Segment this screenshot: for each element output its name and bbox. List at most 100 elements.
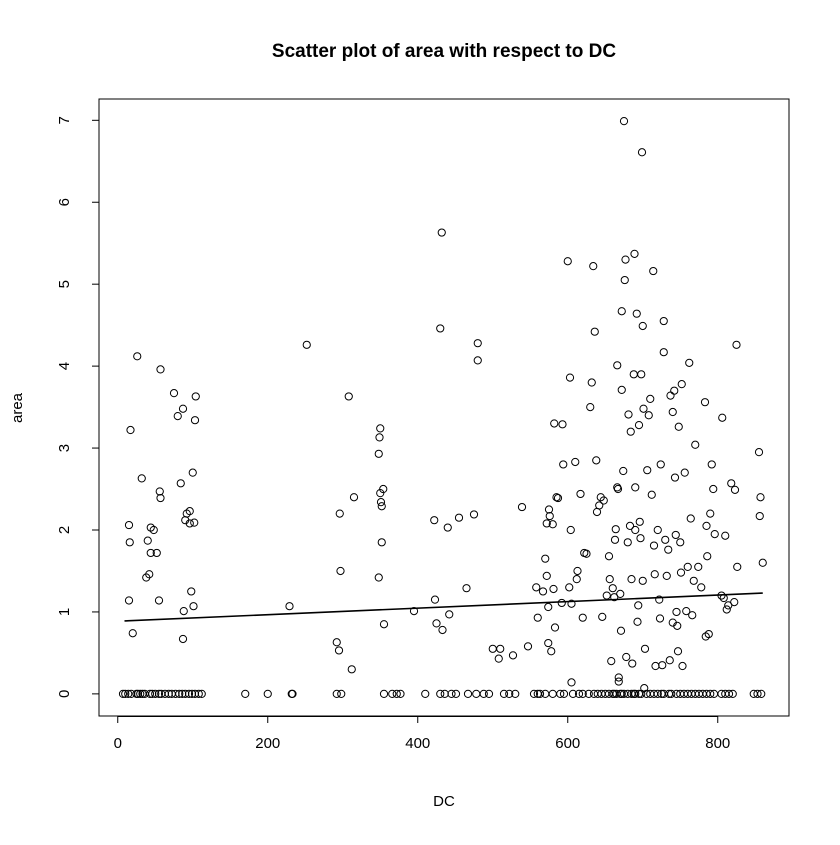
point <box>124 689 133 698</box>
point <box>128 629 137 638</box>
point <box>379 620 389 629</box>
point <box>185 519 194 528</box>
point <box>649 266 658 276</box>
point <box>658 661 667 670</box>
point <box>730 598 739 607</box>
point <box>145 689 155 698</box>
point <box>617 307 626 316</box>
point <box>347 665 356 674</box>
point <box>421 689 430 698</box>
point <box>670 386 679 395</box>
point <box>590 327 599 336</box>
point <box>578 613 587 622</box>
point <box>547 647 556 656</box>
point <box>154 689 164 698</box>
point <box>178 404 188 413</box>
point <box>430 595 440 604</box>
point <box>578 689 587 698</box>
point <box>630 249 639 258</box>
point <box>573 566 582 576</box>
point <box>643 466 652 475</box>
y-tick-label: 7 <box>56 116 73 124</box>
point <box>121 689 130 698</box>
point <box>553 493 563 503</box>
point <box>623 538 632 547</box>
point <box>625 521 635 531</box>
point <box>499 689 509 698</box>
point <box>463 689 473 698</box>
point <box>335 509 344 518</box>
x-tick-label: 0 <box>114 735 122 752</box>
point <box>549 584 558 594</box>
point <box>533 613 542 622</box>
point <box>190 416 200 425</box>
point <box>443 523 452 532</box>
point <box>722 605 731 614</box>
point <box>576 489 585 499</box>
point <box>548 689 557 698</box>
point <box>505 689 514 698</box>
point <box>677 380 686 389</box>
point <box>155 487 164 496</box>
point <box>650 570 659 579</box>
point <box>670 473 680 482</box>
point <box>190 518 199 527</box>
point <box>285 602 294 611</box>
point <box>156 493 165 503</box>
point <box>733 562 742 571</box>
point <box>703 552 712 561</box>
point <box>646 394 655 403</box>
point <box>605 575 614 584</box>
point <box>194 689 203 698</box>
point <box>156 365 165 374</box>
point <box>377 502 386 511</box>
chart-title: Scatter plot of area with respect to DC <box>272 41 616 62</box>
point <box>608 584 617 593</box>
point <box>624 410 633 419</box>
point <box>544 602 553 612</box>
point <box>376 489 385 498</box>
point <box>710 529 719 539</box>
point <box>118 689 128 698</box>
point <box>336 566 345 576</box>
point <box>436 689 445 698</box>
point <box>263 689 272 698</box>
point <box>678 661 687 671</box>
x-tick-label: 200 <box>255 735 280 752</box>
y-tick-label: 5 <box>56 280 73 288</box>
point <box>432 619 441 628</box>
point <box>574 689 584 698</box>
point <box>572 575 581 584</box>
point <box>614 677 623 686</box>
point <box>334 646 344 655</box>
point <box>659 316 668 326</box>
point <box>649 541 659 550</box>
point <box>665 656 674 665</box>
point <box>176 479 185 488</box>
point <box>146 548 155 558</box>
point <box>709 484 718 494</box>
point <box>436 324 445 333</box>
point <box>617 689 626 698</box>
point <box>622 652 631 662</box>
point <box>137 474 146 483</box>
y-tick-label: 6 <box>56 198 73 206</box>
point <box>706 509 715 518</box>
point <box>634 601 643 610</box>
point <box>671 530 680 540</box>
point <box>638 576 647 585</box>
point <box>151 689 160 698</box>
point <box>541 554 550 563</box>
point <box>136 689 145 698</box>
point <box>447 689 456 698</box>
point <box>718 413 727 422</box>
x-axis-label: DC <box>433 793 455 810</box>
point <box>508 651 518 660</box>
x-tick-label: 600 <box>555 735 580 752</box>
point <box>673 647 683 656</box>
point <box>637 148 647 157</box>
point <box>565 583 574 592</box>
point <box>545 511 554 521</box>
y-tick-label: 0 <box>56 690 73 698</box>
